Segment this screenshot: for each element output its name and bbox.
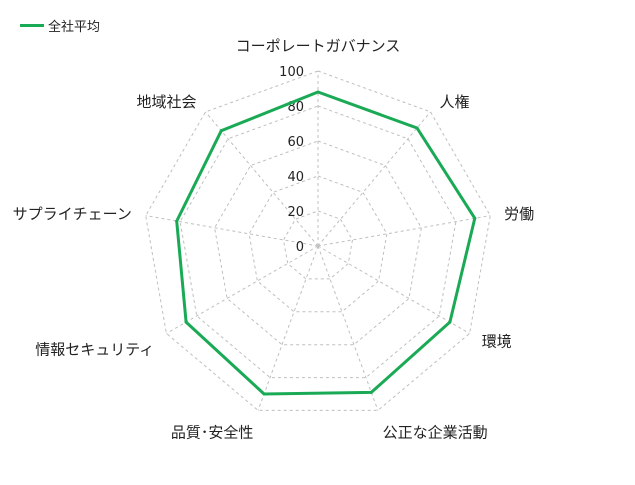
category-label: 情報セキュリティ (35, 341, 154, 359)
category-label: サプライチェーン (13, 205, 132, 223)
category-label: コーポレートガバナンス (236, 37, 401, 55)
category-label: 環境 (482, 333, 512, 351)
category-label: 労働 (504, 205, 534, 223)
data-point (262, 392, 266, 396)
tick-label: 60 (287, 135, 304, 150)
data-point (219, 129, 223, 133)
data-point (184, 320, 188, 324)
legend-label: 全社平均 (48, 20, 101, 35)
grid-spoke (317, 111, 431, 247)
grid-spoke (205, 111, 319, 247)
category-label: 品質･安全性 (171, 424, 254, 442)
data-point (369, 390, 373, 394)
grid-spoke (166, 245, 319, 334)
legend: 全社平均 (20, 16, 100, 35)
tick-label: 40 (287, 170, 304, 185)
grid-spoke (257, 245, 319, 411)
category-label: 人権 (440, 93, 470, 111)
grid-spoke (145, 215, 319, 247)
data-point (175, 219, 179, 223)
series-line (175, 90, 477, 396)
grid-ring (145, 70, 491, 411)
legend-swatch (20, 24, 44, 27)
data-point (448, 320, 452, 324)
grid-spoke (317, 215, 491, 247)
data-point (473, 216, 477, 220)
grid-spoke (317, 245, 379, 411)
tick-label: 20 (287, 205, 304, 220)
tick-label: 100 (279, 65, 304, 80)
category-label: 地域社会 (136, 93, 196, 111)
grid-ring (179, 105, 457, 379)
data-point (415, 126, 419, 130)
category-label: 公正な企業活動 (383, 424, 488, 442)
data-point (316, 90, 320, 94)
tick-label: 0 (296, 240, 304, 255)
grid-spoke (317, 245, 470, 334)
